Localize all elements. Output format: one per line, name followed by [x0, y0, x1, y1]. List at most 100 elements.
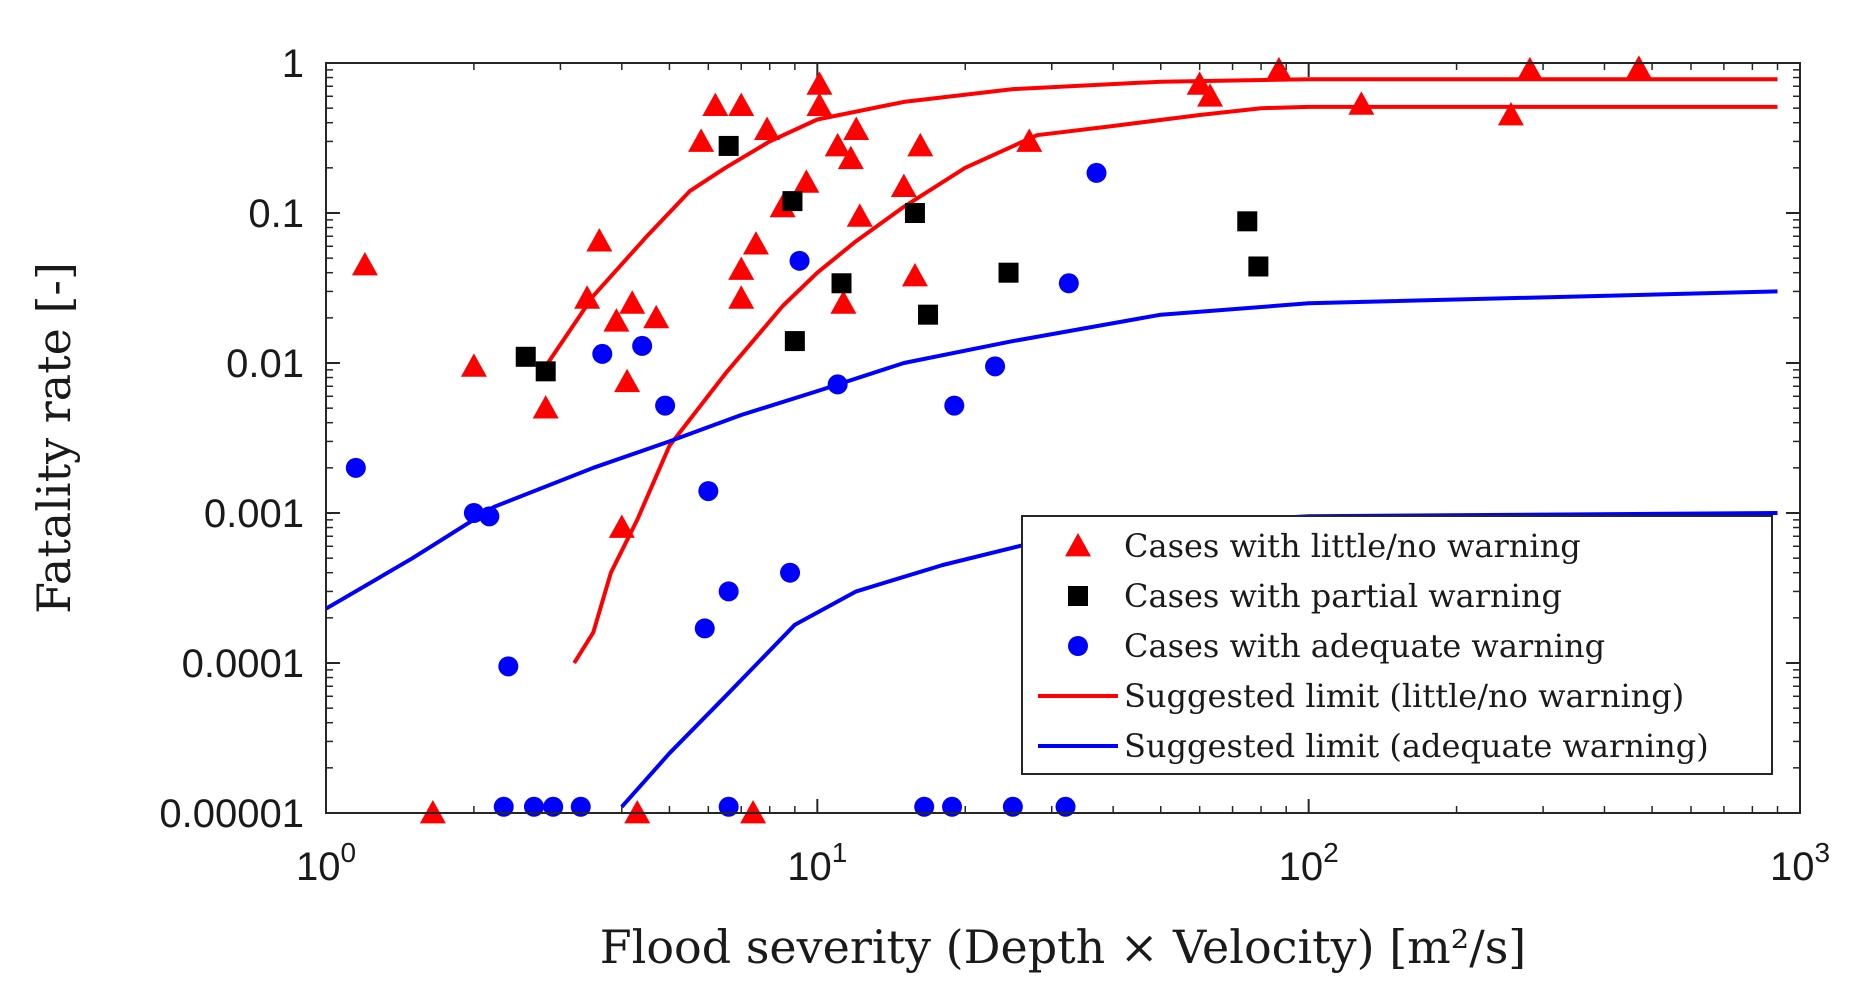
partial-warning-point [1248, 256, 1269, 277]
x-tick-label: 100 [296, 837, 356, 889]
partial-warning-point [998, 262, 1019, 283]
adequate-warning-point [698, 481, 719, 502]
adequate-warning-point [632, 335, 653, 356]
adequate-warning-point [942, 796, 963, 817]
little-warning-point [837, 145, 864, 170]
legend-label: Suggested limit (little/no warning) [1124, 677, 1684, 715]
little-warning-point [843, 116, 870, 140]
little-warning-point [574, 285, 601, 309]
adequate-warning-point [463, 503, 484, 523]
adequate-warning-point [718, 796, 739, 817]
y-axis-title: Fatality rate [-] [27, 262, 81, 614]
legend-marker-swatch [1068, 586, 1088, 606]
adequate-warning-point [718, 581, 739, 602]
adequate-warning-point [1002, 796, 1023, 817]
y-tick-label: 0.001 [204, 492, 304, 536]
little-warning-point [1197, 83, 1224, 107]
little-warning-point [824, 132, 851, 157]
legend-item: Cases with partial warning [1068, 577, 1562, 615]
legend-label: Suggested limit (adequate warning) [1124, 727, 1709, 765]
data-points [345, 55, 1652, 824]
legend-marker-swatch [1068, 636, 1088, 656]
little-warning-point [740, 800, 767, 824]
little-warning-point [1265, 56, 1292, 81]
little-warning-point [688, 128, 715, 152]
partial-warning-point [1237, 211, 1258, 232]
legend: Cases with little/no warning Cases with p… [1021, 515, 1773, 775]
adequate-warning-point [570, 796, 591, 817]
adequate-warning-point [345, 457, 366, 478]
little-warning-point [603, 308, 630, 332]
little-warning-point [702, 92, 729, 116]
legend-label: Cases with partial warning [1124, 577, 1562, 615]
little-warning-point [728, 285, 755, 309]
partial-warning-point [784, 331, 805, 352]
x-tick-label: 101 [787, 837, 847, 889]
little-warning-point [728, 256, 755, 280]
legend-item: Cases with adequate warning [1068, 627, 1605, 665]
adequate-warning-point [498, 656, 519, 677]
y-tick-label: 0.0001 [182, 642, 304, 686]
partial-warning-point [918, 304, 939, 325]
legend-item: Suggested limit (little/no warning) [1038, 677, 1684, 715]
adequate-warning-point [493, 796, 514, 817]
little-warning-point [901, 263, 928, 287]
legend-box [1021, 515, 1773, 775]
adequate-warning-point [479, 506, 500, 527]
y-tick-label: 0.01 [226, 342, 304, 386]
little-warning-point [1497, 102, 1524, 126]
adequate-warning-point [789, 250, 810, 271]
legend-label: Cases with adequate warning [1124, 627, 1605, 665]
tick-labels: 100 101 102 103 1 0.1 0.01 0.001 0.0001 0.00001 [159, 42, 1830, 889]
x-tick-label: 103 [1770, 837, 1830, 889]
little-warning-point [806, 71, 833, 95]
little-warning-point [643, 304, 670, 329]
adequate-warning-point [1086, 162, 1107, 183]
y-tick-label: 1 [282, 42, 304, 86]
little-warning-point [793, 169, 820, 193]
legend-marker-swatch [1065, 533, 1091, 557]
adequate-warning-point [655, 395, 676, 416]
little-warning-point [1516, 56, 1543, 81]
legend-item: Suggested limit (adequate warning) [1038, 727, 1709, 765]
adequate-warning-point [523, 796, 544, 817]
x-axis-title: Flood severity (Depth × Velocity) [m²/s] [600, 920, 1527, 974]
partial-warning-point [515, 346, 536, 367]
partial-warning-point [535, 361, 556, 382]
legend-label: Cases with little/no warning [1124, 527, 1581, 565]
little-warning-point [608, 514, 635, 538]
little-warning-point [460, 353, 487, 377]
little-warning-point [1186, 71, 1213, 95]
little-warning-point [624, 800, 651, 824]
partial-warning-point [904, 203, 925, 223]
partial-warning-point [831, 273, 852, 294]
little-warning-point [586, 228, 613, 252]
little-warning-point [1625, 55, 1652, 79]
little-warning-point [890, 173, 917, 197]
adequate-warning-point [780, 562, 801, 583]
adequate-warning-point [592, 343, 613, 364]
adequate-warning-point [827, 374, 848, 395]
little-warning-point [754, 116, 781, 140]
adequate-warning-point [694, 618, 715, 639]
little-warning-point [742, 231, 769, 255]
adequate-warning-point [944, 395, 965, 416]
adequate-warning-point [914, 796, 935, 817]
y-tick-label: 0.1 [248, 192, 304, 236]
limit-line [544, 77, 1778, 368]
little-warning-point [1016, 128, 1043, 152]
partial-warning-point [718, 135, 739, 156]
little-warning-point [351, 252, 378, 276]
x-tick-label: 102 [1279, 837, 1339, 889]
plot-frame [325, 62, 1801, 814]
adequate-warning-point [1055, 796, 1076, 817]
little-warning-point [619, 290, 646, 314]
little-warning-point [419, 800, 446, 824]
little-warning-point [907, 132, 934, 157]
little-warning-point [830, 290, 857, 314]
little-warning-point [846, 203, 873, 227]
adequate-warning-point [985, 356, 1006, 377]
little-warning-point [614, 368, 641, 393]
little-warning-point [532, 395, 559, 419]
